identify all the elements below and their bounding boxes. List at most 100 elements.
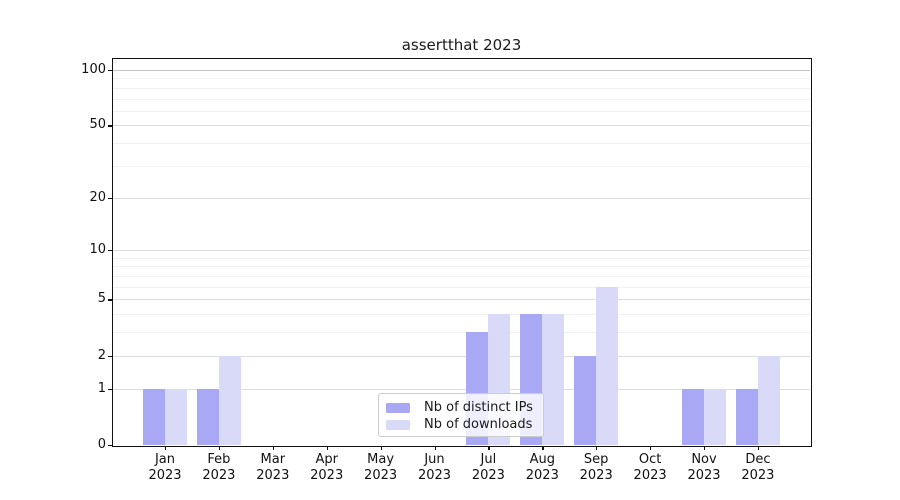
minor-gridline xyxy=(113,87,810,89)
x-tick-year: 2023 xyxy=(364,468,398,483)
x-tick-year: 2023 xyxy=(310,468,344,483)
x-tick-month: Aug xyxy=(529,452,555,467)
x-tick-mark xyxy=(165,446,167,450)
major-gridline xyxy=(113,388,810,390)
x-tick-label: Oct 2023 xyxy=(619,452,681,484)
y-tick-mark xyxy=(108,250,113,252)
x-tick-month: Oct xyxy=(638,452,662,467)
x-tick-mark xyxy=(218,446,221,450)
bar-downloads xyxy=(757,355,780,445)
chart-title: assertthat 2023 xyxy=(401,36,522,54)
bar-downloads xyxy=(596,286,619,445)
y-tick-label: 1 xyxy=(97,380,106,396)
minor-gridline xyxy=(113,286,810,288)
minor-gridline xyxy=(113,78,810,80)
legend-label: Nb of distinct IPs xyxy=(424,400,533,415)
x-tick-year: 2023 xyxy=(741,468,775,483)
plot-area xyxy=(113,59,810,445)
x-tick-month: Apr xyxy=(315,452,338,467)
minor-gridline xyxy=(113,165,810,167)
x-tick-month: Jun xyxy=(424,452,445,467)
minor-gridline xyxy=(113,143,810,145)
x-tick-label: Aug 2023 xyxy=(511,452,573,484)
x-tick-mark xyxy=(326,446,328,450)
major-gridline xyxy=(113,299,810,301)
minor-gridline xyxy=(113,110,810,112)
x-tick-label: Mar 2023 xyxy=(242,452,304,484)
x-tick-year: 2023 xyxy=(256,468,290,483)
y-tick-label: 100 xyxy=(81,61,106,77)
x-tick-month: Feb xyxy=(207,452,231,467)
x-tick-month: May xyxy=(367,452,395,467)
x-tick-month: Jan xyxy=(154,452,176,467)
bar-distinct-ips xyxy=(735,388,758,445)
x-tick-label: Jul 2023 xyxy=(457,452,519,484)
x-tick-month: Dec xyxy=(745,452,771,467)
major-gridline xyxy=(113,125,810,127)
x-tick-month: Mar xyxy=(260,452,286,467)
downloads-swatch xyxy=(386,419,410,430)
x-tick-month: Nov xyxy=(691,452,717,467)
y-tick-mark xyxy=(108,125,113,127)
minor-gridline xyxy=(113,266,810,268)
major-gridline xyxy=(113,69,810,71)
y-tick-mark xyxy=(108,388,113,390)
x-tick-year: 2023 xyxy=(471,468,505,483)
y-tick-label: 2 xyxy=(97,347,106,363)
x-tick-mark xyxy=(757,446,760,450)
y-tick-label: 10 xyxy=(89,242,106,258)
x-tick-year: 2023 xyxy=(202,468,236,483)
x-tick-month: Sep xyxy=(583,452,609,467)
bar-distinct-ips xyxy=(196,388,219,445)
x-tick-mark xyxy=(380,446,382,450)
y-tick-mark xyxy=(108,299,113,301)
x-tick-label: Nov 2023 xyxy=(673,452,735,484)
x-tick-year: 2023 xyxy=(148,468,182,483)
x-tick-mark xyxy=(272,446,275,450)
x-tick-mark xyxy=(488,446,490,450)
bar-downloads xyxy=(218,355,241,445)
x-tick-mark xyxy=(596,446,598,450)
x-tick-mark xyxy=(542,446,544,450)
x-tick-year: 2023 xyxy=(417,468,452,483)
minor-gridline xyxy=(113,257,810,259)
x-tick-label: Feb 2023 xyxy=(188,452,250,484)
minor-gridline xyxy=(113,275,810,277)
x-tick-label: Dec 2023 xyxy=(727,452,789,484)
x-tick-mark xyxy=(434,446,436,450)
x-tick-label: Jun 2023 xyxy=(404,452,466,484)
y-tick-label: 50 xyxy=(89,117,106,133)
distinct-ips-swatch xyxy=(386,402,410,413)
bar-distinct-ips xyxy=(574,355,597,445)
x-tick-year: 2023 xyxy=(525,468,559,483)
minor-gridline xyxy=(113,98,810,100)
y-tick-label: 0 xyxy=(97,437,106,452)
x-tick-year: 2023 xyxy=(687,468,721,483)
x-tick-mark xyxy=(650,446,652,450)
x-tick-year: 2023 xyxy=(579,468,613,483)
bar-downloads xyxy=(165,388,187,445)
y-tick-mark xyxy=(108,197,113,199)
bar-distinct-ips xyxy=(143,388,165,445)
major-gridline xyxy=(113,355,810,357)
x-tick-label: Sep 2023 xyxy=(565,452,627,484)
bar-distinct-ips xyxy=(682,388,704,445)
legend-label: Nb of downloads xyxy=(424,417,533,432)
major-gridline xyxy=(113,250,810,252)
x-tick-mark xyxy=(704,446,706,450)
x-tick-label: May 2023 xyxy=(350,452,412,484)
bar-downloads xyxy=(542,314,565,445)
y-tick-mark xyxy=(108,355,113,357)
bar-downloads xyxy=(704,388,726,445)
x-tick-label: Apr 2023 xyxy=(296,452,358,484)
y-tick-mark xyxy=(108,445,113,447)
major-gridline xyxy=(113,197,810,199)
y-tick-mark xyxy=(108,69,113,72)
y-tick-label: 5 xyxy=(97,291,106,307)
minor-gridline xyxy=(113,332,810,334)
minor-gridline xyxy=(113,314,810,316)
legend-item-downloads: Nb of downloads xyxy=(386,417,537,432)
x-tick-month: Jul xyxy=(480,452,497,467)
x-tick-year: 2023 xyxy=(633,468,667,483)
